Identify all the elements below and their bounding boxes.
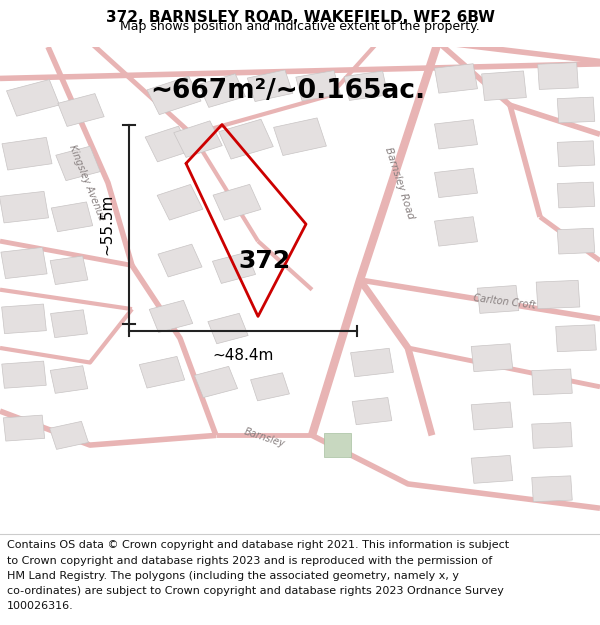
Bar (274, 118, 326, 156)
Bar (538, 62, 578, 89)
Text: Kingsley Avenue: Kingsley Avenue (67, 144, 107, 222)
Bar (434, 119, 478, 149)
Text: Barnsley: Barnsley (242, 426, 286, 449)
Bar (477, 286, 519, 313)
Bar (536, 281, 580, 309)
Bar (434, 217, 478, 246)
Bar (471, 402, 513, 430)
Bar (471, 344, 513, 372)
Bar (557, 228, 595, 254)
Bar (50, 366, 88, 393)
Text: ~55.5m: ~55.5m (99, 194, 114, 255)
Bar (251, 372, 289, 401)
Bar (199, 74, 245, 108)
Bar (219, 119, 273, 159)
Bar (532, 476, 572, 502)
Text: 372: 372 (238, 249, 290, 272)
Text: Map shows position and indicative extent of the property.: Map shows position and indicative extent… (120, 20, 480, 32)
Bar (556, 325, 596, 352)
Text: Contains OS data © Crown copyright and database right 2021. This information is : Contains OS data © Crown copyright and d… (7, 541, 509, 551)
Bar (58, 94, 104, 126)
Bar (147, 76, 201, 114)
Bar (149, 301, 193, 332)
Bar (557, 97, 595, 123)
Bar (194, 366, 238, 398)
Bar (434, 168, 478, 198)
Bar (50, 256, 88, 284)
Text: ~48.4m: ~48.4m (212, 348, 274, 363)
Bar (213, 184, 261, 220)
Text: ~667m²/~0.165ac.: ~667m²/~0.165ac. (151, 79, 425, 104)
Bar (557, 141, 595, 167)
Text: Barnsley Road: Barnsley Road (383, 146, 415, 220)
Text: 372, BARNSLEY ROAD, WAKEFIELD, WF2 6BW: 372, BARNSLEY ROAD, WAKEFIELD, WF2 6BW (106, 10, 494, 25)
Bar (350, 348, 394, 377)
Bar (296, 71, 340, 101)
Polygon shape (324, 433, 351, 457)
Bar (4, 415, 44, 441)
Text: Carlton Croft: Carlton Croft (472, 293, 536, 311)
Bar (208, 313, 248, 344)
Bar (158, 244, 202, 277)
Bar (157, 184, 203, 220)
Bar (482, 71, 526, 101)
Bar (0, 191, 49, 223)
Bar (139, 356, 185, 388)
Bar (50, 421, 88, 449)
Bar (174, 121, 222, 158)
Text: HM Land Registry. The polygons (including the associated geometry, namely x, y: HM Land Registry. The polygons (includin… (7, 571, 459, 581)
Bar (51, 202, 93, 232)
Bar (145, 126, 191, 162)
Bar (471, 456, 513, 483)
Text: to Crown copyright and database rights 2023 and is reproduced with the permissio: to Crown copyright and database rights 2… (7, 556, 493, 566)
Bar (50, 310, 88, 338)
Bar (532, 422, 572, 448)
Bar (352, 398, 392, 424)
Bar (56, 146, 100, 181)
Text: 100026316.: 100026316. (7, 601, 74, 611)
Bar (2, 138, 52, 170)
Bar (247, 70, 293, 101)
Bar (344, 71, 388, 101)
Bar (434, 64, 478, 93)
Bar (2, 361, 46, 388)
Bar (557, 182, 595, 208)
Bar (532, 369, 572, 395)
Bar (7, 79, 59, 116)
Text: co-ordinates) are subject to Crown copyright and database rights 2023 Ordnance S: co-ordinates) are subject to Crown copyr… (7, 586, 504, 596)
Bar (212, 253, 256, 283)
Bar (2, 304, 46, 334)
Bar (1, 248, 47, 279)
